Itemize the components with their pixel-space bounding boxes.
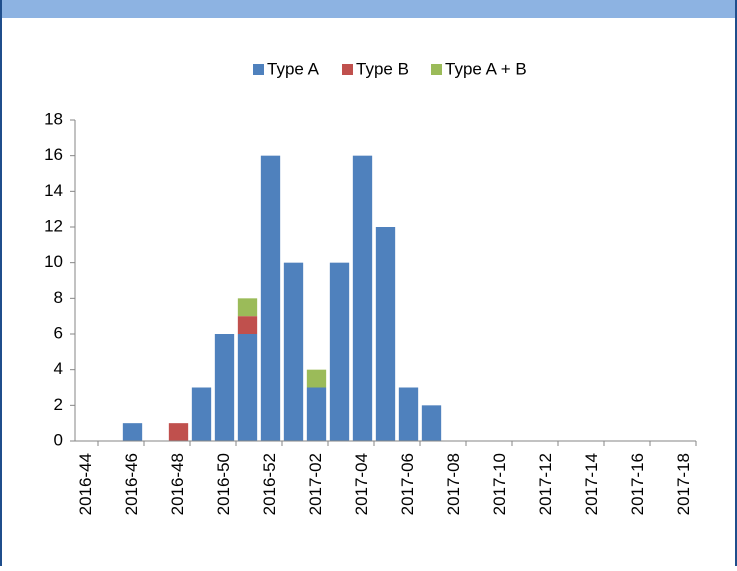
legend-label: Type A + B — [445, 59, 527, 78]
bar — [306, 369, 327, 388]
bar — [237, 316, 258, 334]
y-tick-label: 0 — [54, 430, 63, 449]
x-tick-label: 2017-04 — [352, 453, 371, 515]
y-tick-label: 18 — [44, 109, 63, 128]
x-tick-label: 2017-16 — [628, 453, 647, 515]
bar — [237, 298, 258, 317]
bar — [329, 262, 350, 441]
y-tick-label: 12 — [44, 216, 63, 235]
x-tick-label: 2016-44 — [76, 453, 95, 515]
x-tick-label: 2016-48 — [168, 453, 187, 515]
x-tick-label: 2017-08 — [444, 453, 463, 515]
bar — [260, 155, 281, 441]
legend-swatch — [342, 64, 353, 75]
legend-label: Type B — [356, 59, 409, 78]
y-tick-label: 10 — [44, 252, 63, 271]
legend-label: Type A — [267, 59, 320, 78]
x-tick-label: 2017-12 — [536, 453, 555, 515]
bar — [237, 334, 258, 441]
bar — [214, 334, 235, 441]
bar — [122, 423, 143, 441]
x-tick-label: 2016-52 — [260, 453, 279, 515]
bar — [191, 387, 212, 441]
bar — [352, 155, 373, 441]
legend-swatch — [253, 64, 264, 75]
x-tick-label: 2017-06 — [398, 453, 417, 515]
x-tick-label: 2016-50 — [214, 453, 233, 515]
x-tick-label: 2017-10 — [490, 453, 509, 515]
bar — [306, 387, 327, 441]
y-tick-label: 14 — [44, 181, 63, 200]
header-band — [0, 0, 737, 18]
y-tick-label: 16 — [44, 145, 63, 164]
x-tick-label: 2017-02 — [306, 453, 325, 515]
x-tick-label: 2016-46 — [122, 453, 141, 515]
legend-swatch — [431, 64, 442, 75]
bar — [283, 262, 304, 441]
x-tick-label: 2017-18 — [674, 453, 693, 515]
y-tick-label: 6 — [54, 323, 63, 342]
y-tick-label: 8 — [54, 288, 63, 307]
bar — [375, 227, 396, 441]
x-tick-label: 2017-14 — [582, 453, 601, 515]
y-tick-label: 2 — [54, 395, 63, 414]
bar — [398, 387, 419, 441]
y-tick-label: 4 — [54, 359, 63, 378]
bar — [168, 423, 189, 441]
bar — [421, 405, 442, 441]
